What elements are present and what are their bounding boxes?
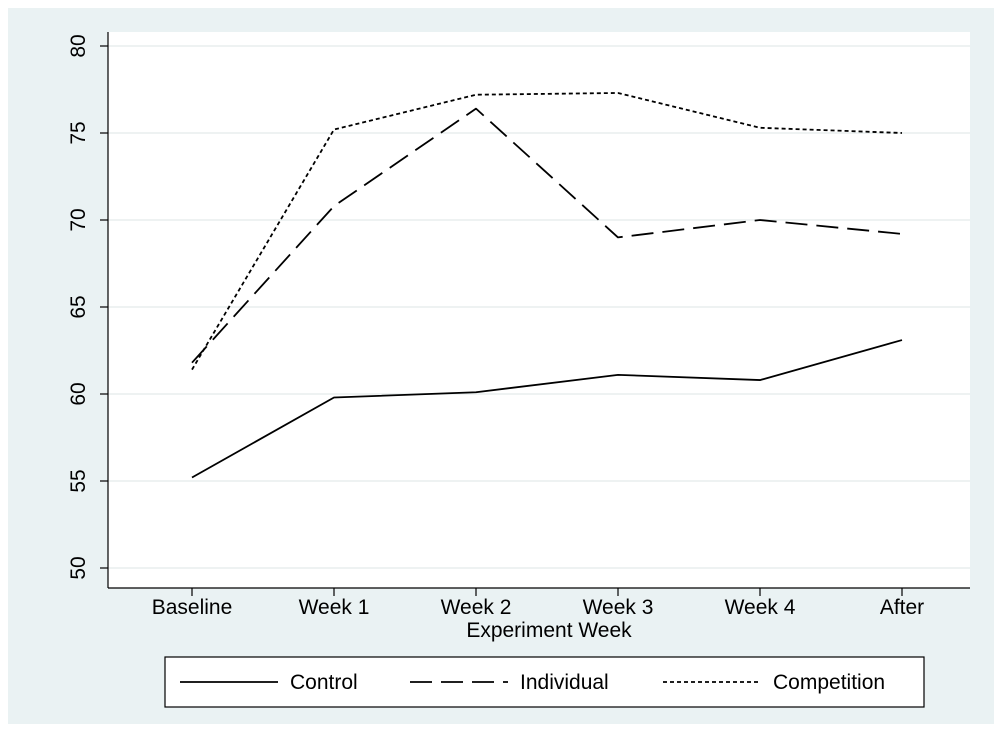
y-tick-label: 50	[67, 556, 90, 579]
axes: 50 55 60 65 70 75 80 Baseline Week 1 Week 2 Week 3…	[67, 32, 970, 619]
legend-label-individual: Individual	[520, 671, 609, 694]
y-tick-label: 65	[67, 295, 90, 318]
y-tick-label: 60	[67, 382, 90, 405]
series-line-control	[191, 339, 903, 479]
series-line-individual	[191, 107, 903, 364]
x-tick-label: Week 4	[725, 596, 796, 619]
y-tick-label: 70	[67, 208, 90, 231]
series-line-competition	[191, 92, 903, 371]
y-tick-label: 55	[67, 469, 90, 492]
x-tick-label: Week 2	[441, 596, 512, 619]
legend-label-competition: Competition	[773, 671, 885, 694]
legend-label-control: Control	[290, 671, 358, 694]
x-tick-label: After	[880, 596, 924, 619]
x-axis-title: Experiment Week	[466, 619, 632, 642]
gridlines	[108, 45, 970, 569]
x-tick-label: Baseline	[152, 596, 233, 619]
series-lines	[191, 92, 903, 479]
y-tick-label: 80	[67, 34, 90, 57]
plot-background	[108, 32, 970, 588]
legend-box	[164, 656, 925, 708]
x-tick-label: Week 1	[299, 596, 370, 619]
y-tick-label: 75	[67, 121, 90, 144]
legend: Control Individual Competition	[164, 656, 925, 708]
x-tick-label: Week 3	[583, 596, 654, 619]
